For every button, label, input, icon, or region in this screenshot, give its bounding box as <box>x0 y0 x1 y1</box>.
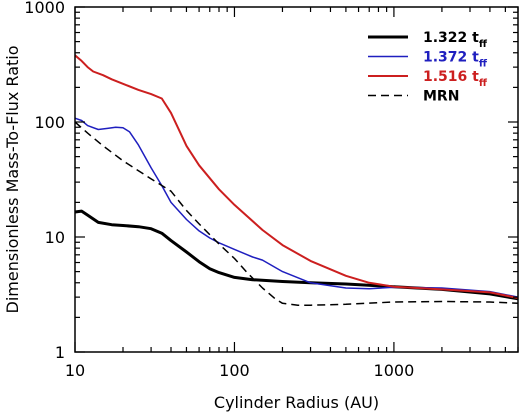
series-lines <box>74 54 519 306</box>
series-line-2 <box>74 117 519 298</box>
y-tick-label: 100 <box>34 113 65 132</box>
legend-label-1: 1.322 tff <box>423 30 488 50</box>
y-axis-label: Dimensionless Mass-To-Flux Ratio <box>3 45 22 313</box>
legend-label-subscript: ff <box>479 78 488 89</box>
series-line-4 <box>74 121 519 306</box>
x-tick-label: 100 <box>219 361 250 380</box>
legend-label-text: 1.516 t <box>423 69 479 85</box>
x-tick-label: 10 <box>65 361 85 380</box>
x-tick-label: 1000 <box>374 361 415 380</box>
legend-label-text: MRN <box>423 89 459 105</box>
x-axis-label: Cylinder Radius (AU) <box>214 393 379 412</box>
legend-label-subscript: ff <box>479 39 488 50</box>
legend-label-3: 1.516 tff <box>423 69 488 89</box>
y-tick-label: 10 <box>45 228 65 247</box>
legend-label-subscript: ff <box>479 59 488 70</box>
y-tick-label: 1 <box>55 343 65 362</box>
plot-frame <box>74 6 519 353</box>
legend-label-text: 1.322 t <box>423 30 479 46</box>
legend-label-text: 1.372 t <box>423 50 479 66</box>
axis-ticks <box>74 6 519 353</box>
series-line-3 <box>74 54 519 299</box>
y-tick-label: 1000 <box>24 0 65 17</box>
legend-label-4: MRN <box>423 89 459 105</box>
series-line-1 <box>74 209 519 301</box>
legend-label-2: 1.372 tff <box>423 50 488 70</box>
